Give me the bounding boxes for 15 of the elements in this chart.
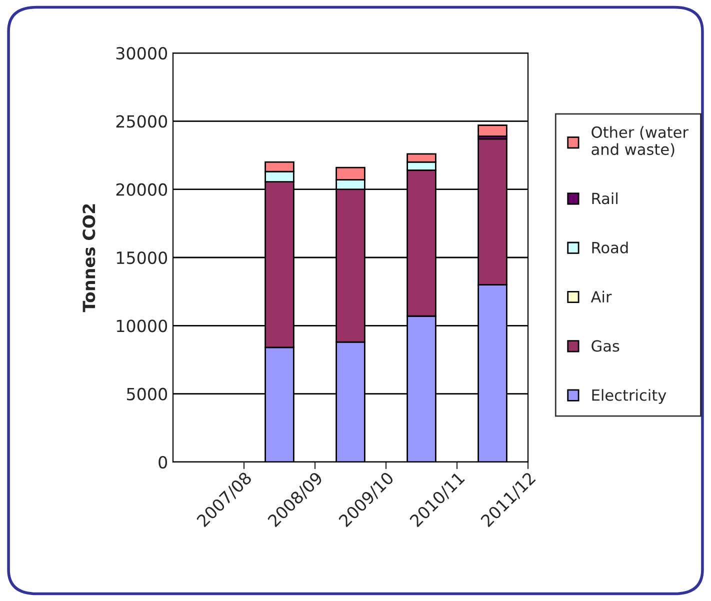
y-tick-label: 30000 xyxy=(116,46,168,60)
y-tick-label: 20000 xyxy=(116,183,168,196)
legend-label: Gas xyxy=(592,340,620,352)
legend-label: Electricity xyxy=(592,389,666,404)
legend-label: Air xyxy=(590,290,612,302)
y-tick-label: 0 xyxy=(158,456,168,469)
legend-label: Road xyxy=(592,242,628,254)
y-tick-label: 15000 xyxy=(116,251,168,264)
bar xyxy=(478,124,508,137)
y-tick-label: 25000 xyxy=(116,115,168,128)
legend-label: Rail xyxy=(592,192,618,204)
y-tick-label: 5000 xyxy=(127,388,168,400)
y-tick-label: 10000 xyxy=(116,320,168,332)
legend-label: Other (water and waste) xyxy=(592,126,688,157)
y-axis-title: Tonnes CO2 xyxy=(82,204,96,312)
